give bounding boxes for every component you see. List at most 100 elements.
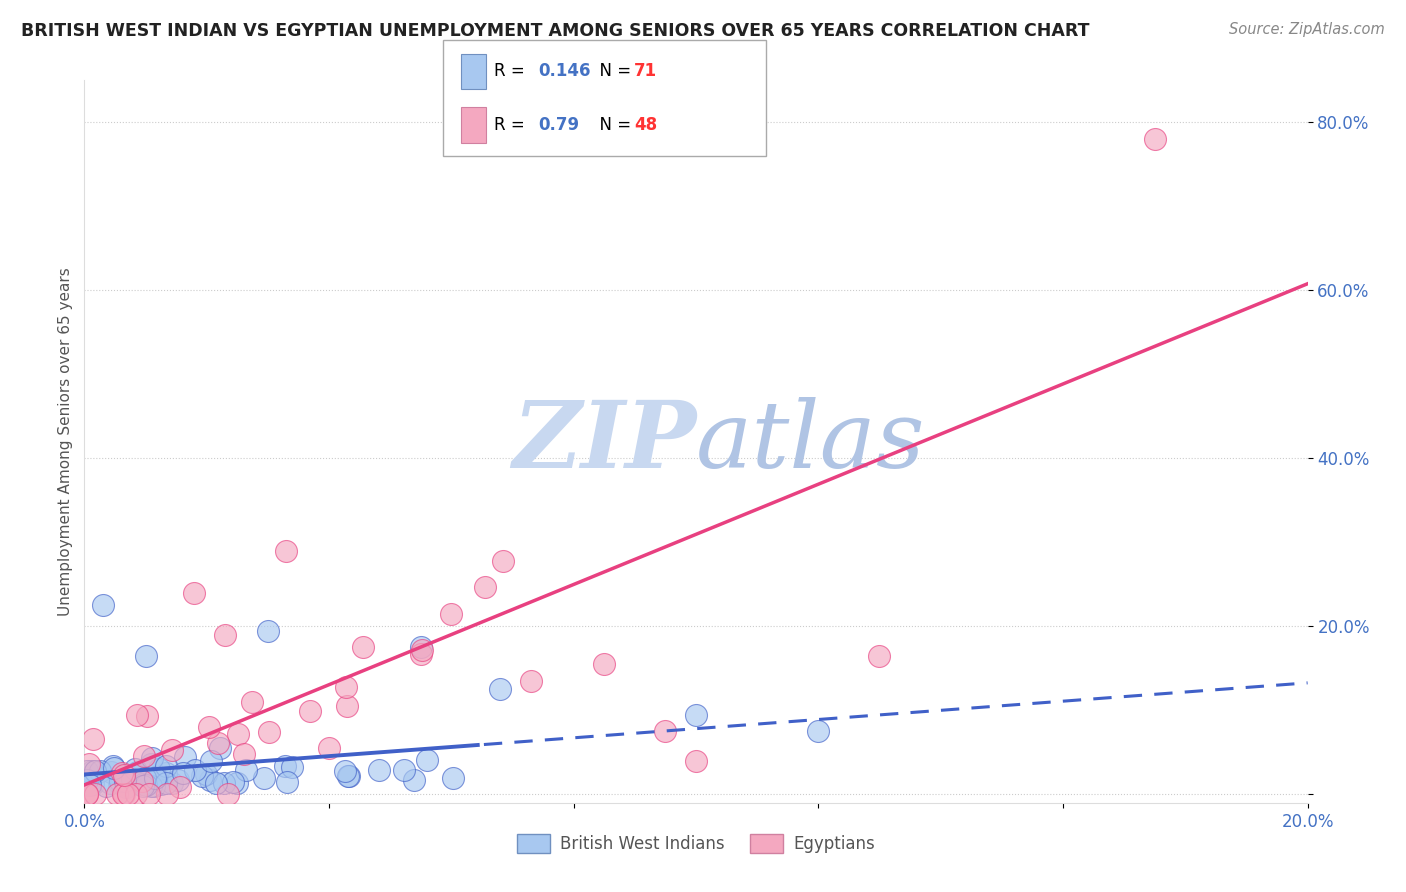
Point: [226, 727, 249, 741]
Point: [84, 764, 107, 779]
Point: [335, 680, 357, 694]
Point: [531, 115, 554, 129]
Point: [869, 648, 891, 663]
Point: [298, 704, 321, 718]
Point: [807, 724, 830, 739]
Point: [76, 787, 98, 801]
Point: [142, 779, 165, 793]
Point: [114, 774, 136, 789]
Point: [77, 756, 100, 771]
Point: [76, 764, 98, 779]
Point: [101, 759, 124, 773]
Point: [257, 725, 280, 739]
Point: [276, 774, 298, 789]
Point: [160, 775, 183, 789]
Point: [96, 779, 118, 793]
Point: [138, 787, 160, 801]
Legend: British West Indians, Egyptians: British West Indians, Egyptians: [510, 827, 882, 860]
Point: [318, 741, 340, 756]
Point: [404, 773, 426, 788]
Point: [252, 771, 274, 785]
Point: [172, 765, 194, 780]
Point: [132, 779, 155, 793]
Point: [392, 763, 415, 777]
Point: [409, 640, 432, 655]
Point: [233, 747, 256, 761]
Point: [124, 766, 146, 780]
Point: [84, 787, 107, 801]
Point: [169, 780, 191, 794]
Text: Source: ZipAtlas.com: Source: ZipAtlas.com: [1229, 22, 1385, 37]
Point: [276, 543, 298, 558]
Point: [107, 787, 129, 801]
Text: R =: R =: [494, 62, 530, 80]
Point: [593, 657, 616, 672]
Point: [139, 779, 162, 793]
Point: [80, 764, 103, 779]
Point: [654, 724, 676, 739]
Point: [440, 607, 463, 621]
Point: [155, 759, 177, 773]
Point: [1143, 132, 1166, 146]
Point: [337, 769, 360, 783]
Point: [200, 754, 222, 768]
Point: [336, 699, 359, 714]
Point: [121, 772, 143, 786]
Point: [127, 764, 149, 779]
Point: [191, 769, 214, 783]
Point: [235, 763, 257, 777]
Point: [100, 764, 122, 779]
Point: [281, 760, 304, 774]
Point: [333, 764, 356, 779]
Text: BRITISH WEST INDIAN VS EGYPTIAN UNEMPLOYMENT AMONG SENIORS OVER 65 YEARS CORRELA: BRITISH WEST INDIAN VS EGYPTIAN UNEMPLOY…: [21, 22, 1090, 40]
Point: [226, 776, 249, 790]
Point: [198, 772, 221, 787]
Point: [492, 554, 515, 568]
Point: [184, 763, 207, 777]
Text: N =: N =: [589, 116, 637, 134]
Point: [115, 780, 138, 794]
Point: [148, 762, 170, 776]
Text: atlas: atlas: [696, 397, 925, 486]
Point: [117, 787, 139, 801]
Point: [76, 787, 98, 801]
Point: [240, 695, 263, 709]
Y-axis label: Unemployment Among Seniors over 65 years: Unemployment Among Seniors over 65 years: [58, 268, 73, 615]
Point: [156, 787, 179, 801]
Point: [131, 774, 153, 789]
Point: [207, 736, 229, 750]
Point: [125, 787, 148, 801]
Point: [195, 767, 218, 781]
Point: [162, 743, 184, 757]
Point: [82, 731, 104, 746]
Point: [685, 707, 707, 722]
Point: [91, 599, 114, 613]
Point: [135, 648, 157, 663]
Point: [134, 771, 156, 785]
Text: ZIP: ZIP: [512, 397, 696, 486]
Point: [167, 773, 190, 788]
Point: [135, 778, 157, 792]
Point: [82, 776, 104, 790]
Point: [174, 750, 197, 764]
Point: [98, 775, 121, 789]
Point: [273, 759, 295, 773]
Point: [124, 762, 146, 776]
Point: [183, 586, 205, 600]
Point: [79, 778, 101, 792]
Point: [209, 740, 232, 755]
Point: [409, 647, 432, 661]
Point: [139, 757, 162, 772]
Point: [143, 771, 166, 785]
Point: [103, 761, 125, 775]
Point: [108, 773, 131, 788]
Point: [212, 776, 235, 790]
Point: [198, 720, 221, 734]
Point: [149, 777, 172, 791]
Text: 71: 71: [634, 62, 657, 80]
Text: R =: R =: [494, 116, 530, 134]
Point: [352, 640, 374, 654]
Point: [416, 752, 439, 766]
Point: [441, 771, 464, 785]
Point: [685, 754, 707, 768]
